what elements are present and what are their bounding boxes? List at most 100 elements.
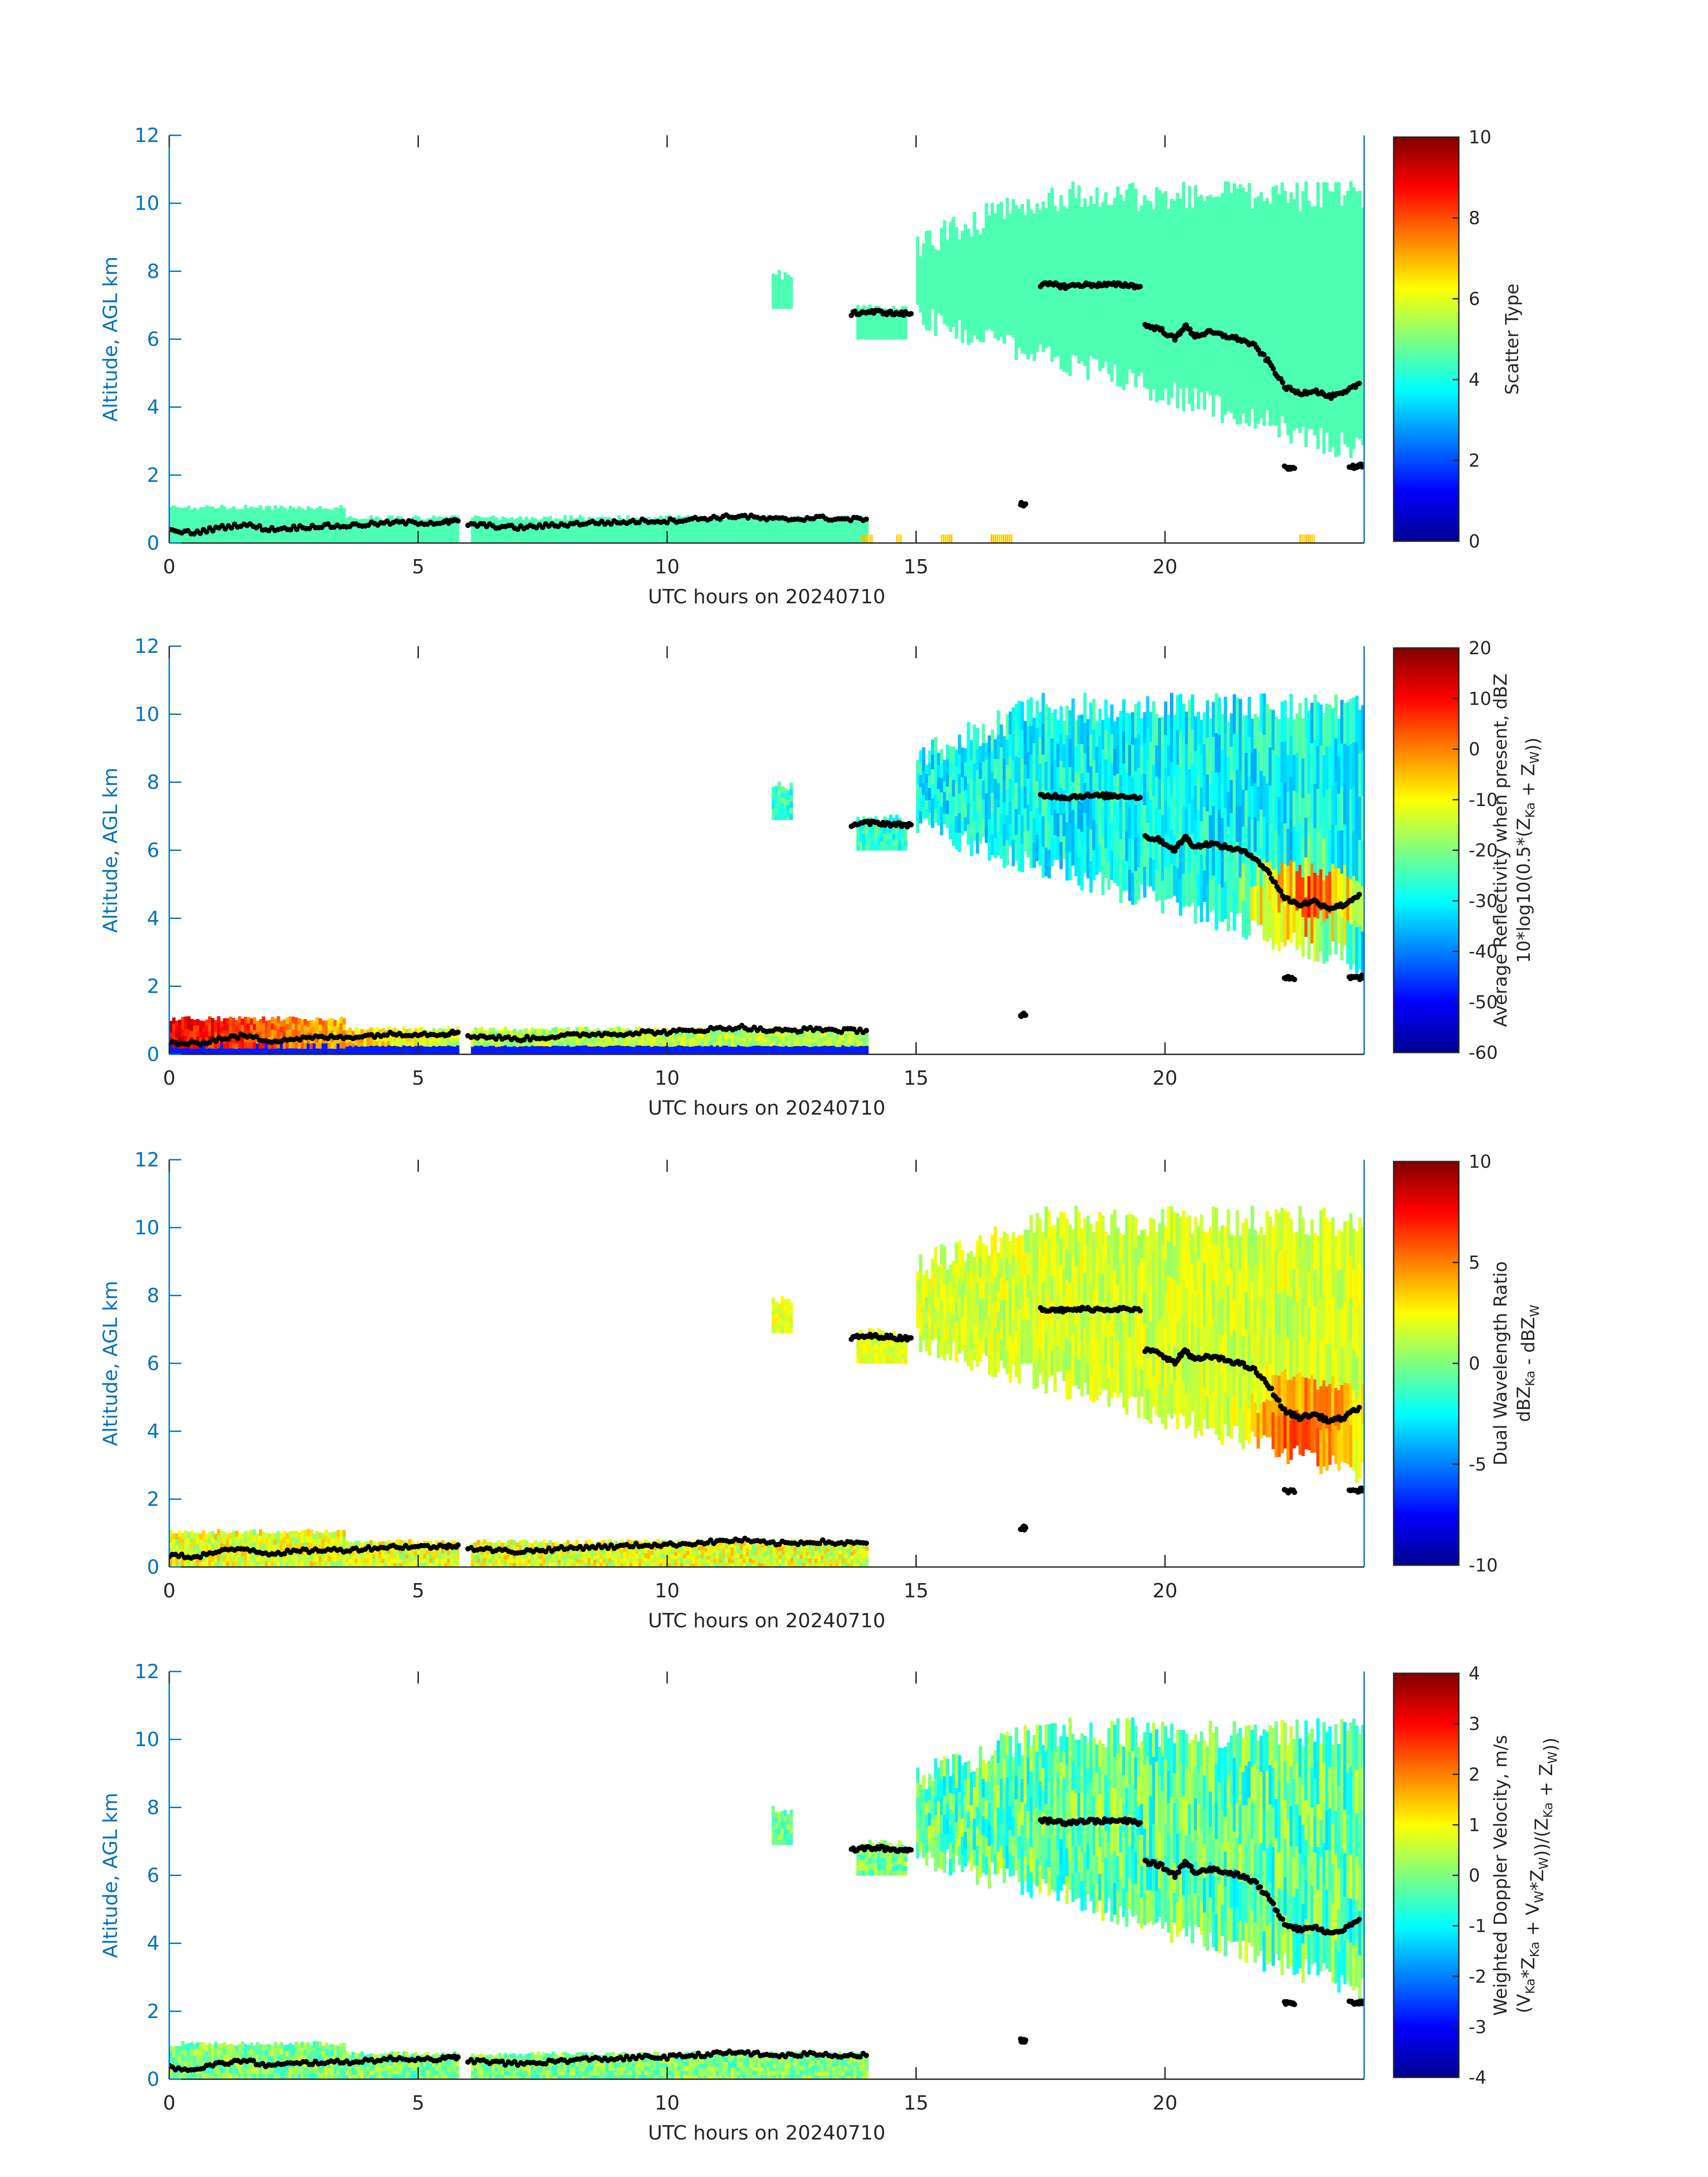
colorbar-label: (VKa*ZKa + VW*ZW))/(ZKa + ZW))	[1514, 1738, 1561, 2014]
colorbar-tick-label: -30	[1469, 891, 1498, 911]
x-tick-label: 15	[904, 1579, 929, 1602]
marker-point	[1137, 1820, 1143, 1826]
x-tick-label: 15	[904, 556, 929, 578]
y-tick-label: 8	[147, 260, 159, 283]
marker-point	[1270, 1901, 1276, 1906]
marker-point	[1187, 326, 1193, 332]
y-tick-label: 4	[147, 1420, 159, 1443]
marker-point	[281, 1551, 287, 1557]
marker-point	[1291, 465, 1297, 471]
marker-point	[1291, 1489, 1297, 1495]
x-tick-label: 20	[1153, 556, 1178, 578]
y-tick-label: 8	[147, 1796, 159, 1819]
marker-point	[1176, 1869, 1182, 1875]
x-tick-label: 10	[655, 1579, 680, 1602]
y-tick-label: 6	[147, 1352, 159, 1375]
axes: 0 5 10 15 20 0 2 4 6 8 10 12 UTC hours on 20240710 Al…	[99, 635, 1365, 1120]
x-tick-label: 10	[655, 1067, 680, 1090]
colorbar-tick-label: 10	[1469, 127, 1491, 148]
plot-area	[169, 181, 1364, 543]
marker-point	[1356, 380, 1362, 386]
colorbar-tick-label: 3	[1469, 1714, 1480, 1734]
colorbar-tick-label: 2	[1469, 1764, 1480, 1785]
echo-small-cloud-14	[856, 1328, 908, 1364]
y-tick-label: 10	[134, 1728, 159, 1751]
echo-small-cloud-12	[772, 1296, 793, 1333]
marker-point	[251, 2058, 256, 2064]
y-tick-label: 10	[134, 192, 159, 215]
colorbar-tick-label: -5	[1469, 1454, 1487, 1475]
marker-point	[1261, 352, 1267, 358]
marker-point	[1280, 1916, 1286, 1922]
x-tick-label: 0	[163, 556, 175, 578]
marker-point	[1328, 395, 1334, 401]
y-tick-label: 0	[147, 1043, 159, 1066]
colorbar-tick-label: 10	[1469, 689, 1491, 709]
y-tick-label: 12	[134, 124, 159, 147]
marker-point	[254, 1033, 259, 1039]
x-tick-label: 10	[655, 556, 680, 578]
colorbar-label: Weighted Doppler Velocity, m/s	[1491, 1735, 1511, 2016]
marker-point	[1269, 1386, 1274, 1391]
marker-point	[1291, 977, 1297, 982]
marker-point	[1270, 366, 1276, 372]
marker-point	[197, 1554, 203, 1560]
marker-point	[229, 525, 234, 531]
marker-point	[908, 311, 914, 317]
x-tick-label: 20	[1153, 1067, 1178, 1090]
echo-boundary-layer-clutter	[169, 1529, 869, 1567]
colorbar-gradient	[1393, 136, 1460, 542]
marker-point	[1356, 1404, 1362, 1410]
colorbar-tick-label: 0	[1469, 740, 1480, 760]
y-axis-label: Altitude, AGL km	[99, 1281, 122, 1446]
marker-point	[839, 1029, 844, 1035]
marker-point	[1257, 1884, 1263, 1890]
ground-speckle	[861, 534, 1315, 543]
colorbar-tick-label: -1	[1469, 1916, 1487, 1937]
colorbar-tick-label: -60	[1469, 1043, 1498, 1063]
marker-point	[1159, 326, 1165, 331]
y-tick-label: 2	[147, 464, 159, 487]
colorbar-gradient	[1393, 647, 1460, 1053]
echo-upper-cloud	[916, 1206, 1364, 1483]
x-tick-label: 15	[904, 1067, 929, 1090]
marker-point	[908, 822, 914, 827]
colorbar-tick-label: 0	[1469, 531, 1480, 552]
marker-point	[540, 525, 546, 531]
colorbar-tick-label: -10	[1469, 790, 1498, 811]
marker-point	[1282, 1406, 1287, 1412]
y-tick-label: 2	[147, 2000, 159, 2023]
marker-point	[1276, 1397, 1282, 1403]
colorbar-tick-label: -20	[1469, 840, 1498, 861]
echo-boundary-layer-clutter	[169, 505, 869, 543]
colorbar-tick-label: 4	[1469, 370, 1480, 390]
x-axis-label: UTC hours on 20240710	[648, 2122, 885, 2144]
x-tick-label: 0	[163, 1579, 175, 1602]
colorbar-tick-label: 2	[1469, 451, 1480, 471]
x-axis-label: UTC hours on 20240710	[648, 1097, 885, 1120]
colorbar-tick-label: -2	[1469, 1967, 1487, 1987]
marker-point	[864, 2052, 869, 2058]
colorbar: -4 -3 -2 -1 0 1 2 3 4 Weighted Doppler Velocity, …	[1393, 1663, 1561, 2088]
plot-area	[169, 1206, 1364, 1567]
colorbar-tick-label: 10	[1469, 1152, 1491, 1172]
marker-point	[1274, 1908, 1280, 1914]
colorbar-label: 10*log10(0.5*(ZKa + ZW))	[1514, 737, 1543, 963]
x-axis-label: UTC hours on 20240710	[648, 585, 885, 608]
marker-point	[1291, 2002, 1297, 2007]
marker-point	[455, 1542, 461, 1548]
marker-point	[455, 2054, 461, 2060]
marker-point	[179, 1551, 184, 1557]
marker-point	[1155, 835, 1161, 840]
marker-point	[1252, 1366, 1257, 1371]
y-tick-label: 12	[134, 1149, 159, 1171]
marker-point	[543, 1549, 549, 1554]
marker-point	[1278, 888, 1284, 894]
echo-upper-cloud	[916, 1717, 1364, 2000]
cloud-base-markers	[169, 791, 1364, 1048]
marker-point	[864, 516, 869, 522]
marker-point	[257, 523, 263, 529]
colorbar-tick-label: 1	[1469, 1815, 1480, 1835]
colorbar-tick-label: 0	[1469, 1354, 1480, 1374]
